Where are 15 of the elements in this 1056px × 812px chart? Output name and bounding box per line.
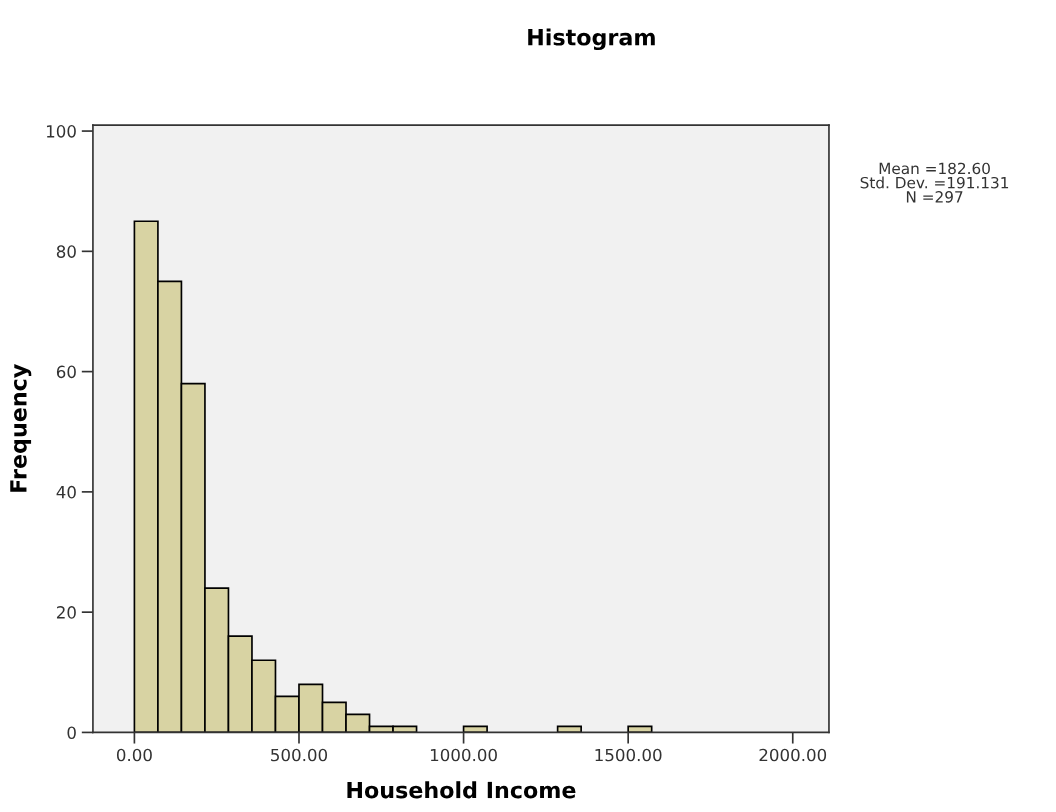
y-tick-label: 20 bbox=[56, 606, 76, 619]
y-tick-label: 80 bbox=[56, 245, 76, 258]
y-tick-label: 40 bbox=[56, 485, 76, 499]
x-tick-label: 500.00 bbox=[271, 748, 328, 762]
y-tick-label: 100 bbox=[46, 125, 76, 138]
x-tick-label: 1000.00 bbox=[430, 748, 497, 762]
x-tick-label: 1500.00 bbox=[595, 748, 662, 762]
x-tick-label: 0.00 bbox=[116, 748, 152, 762]
x-tick-label: 2000.00 bbox=[759, 748, 827, 762]
text: Mean =182.60 Std. Dev. =191.131 N =297 bbox=[860, 162, 1009, 203]
x-axis-title: Household Income bbox=[347, 781, 576, 799]
chart-title: Histogram bbox=[528, 28, 655, 51]
y-axis-title: Frequency bbox=[10, 364, 32, 492]
y-tick-label: 0 bbox=[67, 726, 76, 739]
y-tick-label: 60 bbox=[56, 365, 76, 379]
